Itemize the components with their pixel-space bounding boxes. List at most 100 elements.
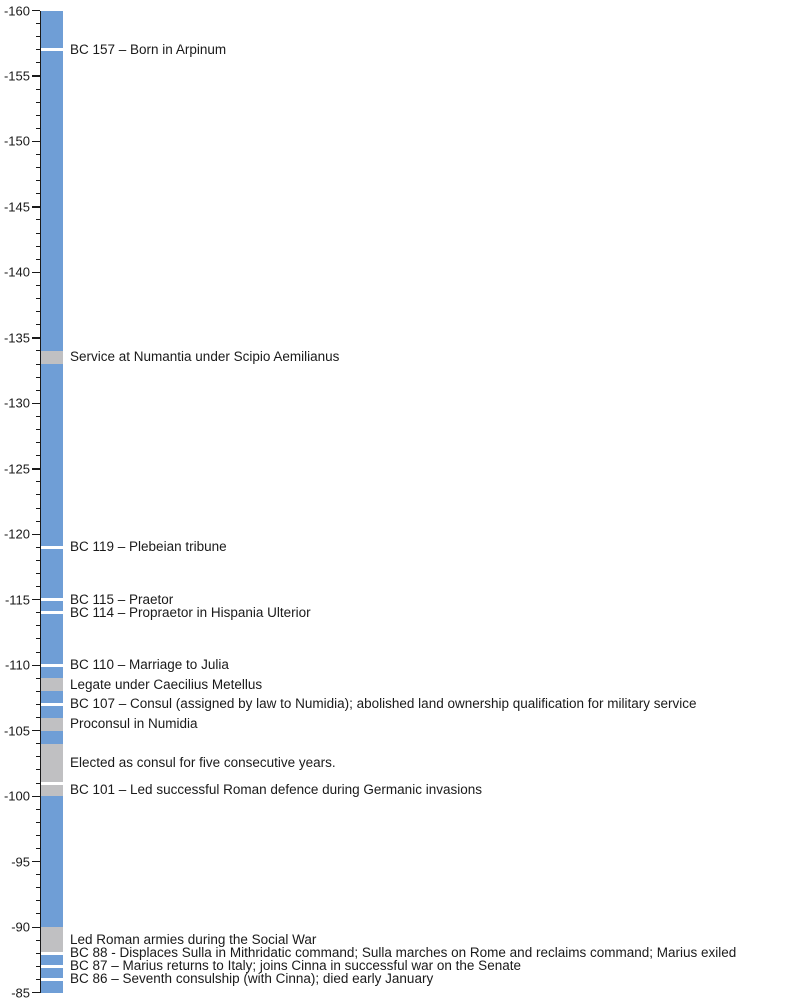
axis-minor-tick [36,834,40,836]
axis-major-tick [32,730,40,732]
axis-minor-tick [36,258,40,260]
axis-tick-label: -105 [3,723,30,739]
axis-minor-tick [36,88,40,90]
axis-minor-tick [36,978,40,980]
axis-tick-label: -155 [3,68,30,84]
axis-tick-label: -115 [4,592,30,608]
event-marker-line [40,545,63,549]
axis-tick-label: -130 [3,395,30,411]
event-marker-line [40,611,63,615]
axis-minor-tick [36,180,40,182]
axis-minor-tick [36,219,40,221]
axis-minor-tick [36,376,40,378]
axis-minor-tick [36,559,40,561]
axis-minor-tick [36,442,40,444]
axis-tick-label: -90 [11,919,30,935]
axis-minor-tick [36,638,40,640]
axis-tick-label: -145 [3,199,30,215]
axis-minor-tick [36,62,40,64]
axis-tick-label: -125 [3,461,30,477]
axis-minor-tick [36,311,40,313]
event-label: BC 107 – Consul (assigned by law to Numi… [70,696,697,712]
event-label: BC 110 – Marriage to Julia [70,657,229,673]
axis-major-tick [32,992,40,994]
event-label: BC 86 – Seventh consulship (with Cinna);… [70,971,434,987]
event-label: BC 119 – Plebeian tribune [70,539,227,555]
period-segment [40,927,63,954]
event-marker-line [40,48,63,52]
axis-minor-tick [36,913,40,915]
event-marker-line [40,964,63,968]
event-label: BC 87 – Marius returns to Italy; joins C… [70,958,521,974]
axis-minor-tick [36,36,40,38]
axis-major-tick [32,795,40,797]
axis-minor-tick [36,193,40,195]
axis-minor-tick [36,350,40,352]
axis-minor-tick [36,586,40,588]
axis-minor-tick [36,808,40,810]
axis-minor-tick [36,847,40,849]
event-label: Proconsul in Numidia [70,716,198,732]
axis-minor-tick [36,939,40,941]
axis-minor-tick [36,298,40,300]
event-label: BC 101 – Led successful Roman defence du… [70,781,482,797]
period-segment [40,717,63,731]
axis-minor-tick [36,900,40,902]
axis-tick-label: -95 [11,854,30,870]
event-marker-line [40,977,63,981]
axis-major-tick [32,599,40,601]
period-segment [40,350,63,364]
axis-minor-tick [36,965,40,967]
axis-minor-tick [36,23,40,25]
axis-minor-tick [36,625,40,627]
period-divider-line [40,781,63,785]
axis-minor-tick [36,520,40,522]
axis-minor-tick [36,887,40,889]
axis-tick-label: -110 [4,657,30,673]
axis-minor-tick [36,455,40,457]
axis-minor-tick [36,756,40,758]
event-marker-line [40,702,63,706]
axis-minor-tick [36,573,40,574]
axis-major-tick [32,206,40,208]
axis-major-tick [32,271,40,274]
period-segment [40,783,63,797]
axis-major-tick [32,140,40,143]
axis-major-tick [32,468,40,470]
axis-minor-tick [36,703,40,705]
axis-minor-tick [36,952,40,954]
axis-major-tick [32,402,40,405]
axis-minor-tick [36,415,40,417]
event-marker-line [40,951,63,955]
axis-major-tick [32,926,40,928]
axis-minor-tick [36,49,40,51]
period-segment [40,678,63,692]
y-axis-line [39,10,41,993]
axis-tick-label: -100 [3,788,30,804]
axis-major-tick [32,10,40,12]
axis-minor-tick [36,245,40,247]
axis-tick-label: -85 [11,985,30,1000]
axis-tick-label: -120 [3,526,30,542]
event-label: Elected as consul for five consecutive y… [70,755,336,771]
axis-tick-label: -160 [3,3,30,18]
axis-minor-tick [36,428,40,430]
axis-minor-tick [36,690,40,692]
axis-minor-tick [36,743,40,745]
event-label: Led Roman armies during the Social War [70,932,317,948]
axis-minor-tick [36,782,40,784]
axis-minor-tick [36,114,40,116]
event-marker-line [40,663,63,667]
event-label: BC 115 – Praetor [70,591,174,607]
axis-minor-tick [36,284,40,286]
event-label: Legate under Caecilius Metellus [70,676,263,692]
event-label: BC 88 - Displaces Sulla in Mithridatic c… [70,945,737,961]
axis-tick-label: -140 [3,264,30,280]
axis-minor-tick [36,127,40,129]
axis-minor-tick [36,821,40,823]
axis-major-tick [32,664,40,666]
axis-minor-tick [36,677,40,679]
axis-major-tick [32,75,40,77]
event-label: Service at Numantia under Scipio Aemilia… [70,349,340,365]
